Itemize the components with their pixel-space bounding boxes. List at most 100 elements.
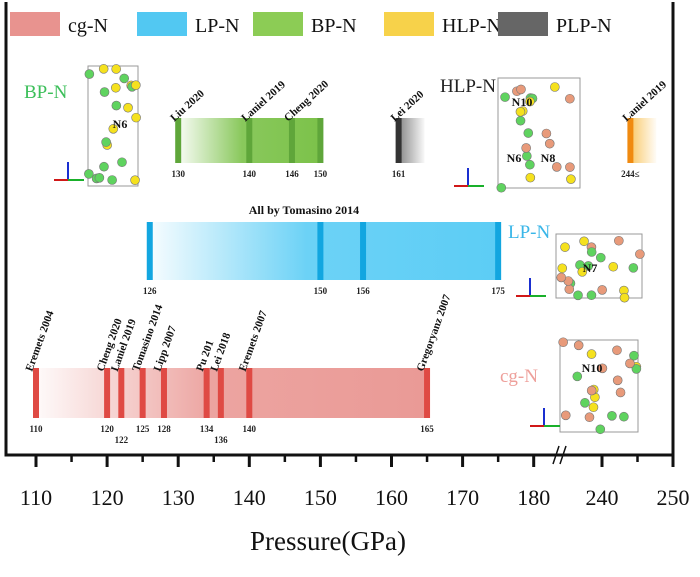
atom xyxy=(117,157,127,168)
x-axis-title: Pressure(GPa) xyxy=(250,526,406,556)
atom xyxy=(580,398,590,408)
atom xyxy=(560,242,570,252)
marker-tick-label: 140 xyxy=(243,169,257,179)
pressure-marker xyxy=(627,118,634,163)
lp-n-title: All by Tomasino 2014 xyxy=(249,203,359,217)
crystal-structure-cg-n: N10 xyxy=(558,337,642,435)
phase-bar-plp-n xyxy=(398,118,425,163)
legend-label: BP-N xyxy=(311,15,357,37)
pressure-marker xyxy=(246,118,253,163)
atom xyxy=(99,161,109,172)
atom xyxy=(525,96,535,107)
atom xyxy=(577,267,588,277)
atom xyxy=(586,247,597,257)
atom xyxy=(84,169,94,179)
legend-swatch-hlp-n xyxy=(384,12,434,36)
phase-label-cg-n: cg-N xyxy=(500,366,538,387)
atom xyxy=(522,151,532,161)
legend-label: HLP-N xyxy=(442,15,501,37)
legend-swatch-cg-n xyxy=(10,12,60,36)
pressure-marker xyxy=(317,222,324,280)
pressure-marker xyxy=(118,368,125,418)
marker-tick-label: 175 xyxy=(491,286,505,296)
atom xyxy=(550,82,560,92)
crystal-structure-bp-n: N6 xyxy=(84,64,141,187)
reference-label: Eremets 2007 xyxy=(237,309,270,373)
atom xyxy=(584,412,595,423)
atom xyxy=(544,138,555,149)
atom xyxy=(525,172,536,183)
ring-label: N6 xyxy=(113,117,128,131)
marker-tick-label: 146 xyxy=(285,169,299,179)
legend-swatch-bp-n xyxy=(253,12,303,36)
atom xyxy=(515,115,526,126)
pressure-marker xyxy=(317,118,324,163)
pressure-marker xyxy=(33,368,39,418)
marker-tick-label: 130 xyxy=(171,169,185,179)
x-tick-label: 250 xyxy=(657,485,690,510)
pressure-marker xyxy=(395,118,402,163)
marker-tick-label: 134 xyxy=(200,424,214,434)
atom xyxy=(108,124,119,134)
phase-label-bp-n: BP-N xyxy=(24,82,68,103)
reference-label: Laniel 2019 xyxy=(239,78,288,124)
plot-frame xyxy=(4,2,675,457)
pressure-marker xyxy=(495,222,502,280)
marker-tick-label: 150 xyxy=(314,169,328,179)
atom xyxy=(595,424,606,435)
x-tick-label: 160 xyxy=(375,485,408,510)
atom xyxy=(556,272,567,283)
legend-label: PLP-N xyxy=(556,15,612,37)
marker-tick-label: 156 xyxy=(356,286,370,296)
atom xyxy=(107,175,117,185)
x-tick-label: 130 xyxy=(162,485,195,510)
atom xyxy=(573,290,583,301)
atom xyxy=(565,93,575,104)
atom xyxy=(572,371,583,382)
pressure-marker xyxy=(288,118,295,163)
atom xyxy=(635,249,645,259)
atom xyxy=(607,411,617,421)
marker-tick-label: 161 xyxy=(392,169,406,179)
legend-swatch-plp-n xyxy=(498,12,548,36)
atom xyxy=(579,236,589,247)
marker-tick-label: 128 xyxy=(157,424,171,434)
unit-cell xyxy=(497,77,581,189)
atom xyxy=(111,100,122,111)
legend-label: cg-N xyxy=(68,15,108,37)
x-tick-label: 150 xyxy=(304,485,337,510)
pressure-marker xyxy=(160,368,167,418)
ring-label: N6 xyxy=(507,151,522,165)
marker-tick-label: 150 xyxy=(314,286,328,296)
pressure-marker xyxy=(203,368,210,418)
phase-bar-cg-n xyxy=(36,368,428,418)
atom xyxy=(614,235,624,246)
pressure-marker xyxy=(104,368,111,418)
crystal-structure-hlp-n: N10 N6 N8 xyxy=(496,77,581,193)
atom xyxy=(560,410,571,421)
marker-tick-label: 140 xyxy=(243,424,257,434)
x-tick-label: 180 xyxy=(517,485,550,510)
marker-tick-label: 125 xyxy=(136,424,150,434)
marker-tick-label: 126 xyxy=(143,286,157,296)
crystal-structure-lp-n: N7 xyxy=(555,233,645,303)
reference-label: Laniel 2019 xyxy=(620,78,669,124)
legend-label: LP-N xyxy=(195,15,239,37)
phase-label-hlp-n: HLP-N xyxy=(440,76,496,97)
atom xyxy=(94,173,105,183)
atom xyxy=(516,84,526,95)
atom xyxy=(565,162,575,172)
pressure-marker xyxy=(246,368,253,418)
reference-label: Cheng 2020 xyxy=(282,78,332,124)
atom xyxy=(628,263,639,273)
pressure-marker xyxy=(217,368,224,418)
atom xyxy=(523,128,534,138)
x-tick-label: 140 xyxy=(233,485,266,510)
reference-label: Eremets 2004 xyxy=(24,309,57,373)
x-tick-label: 170 xyxy=(446,485,479,510)
atom xyxy=(500,92,510,102)
atom xyxy=(615,387,626,398)
atom xyxy=(595,252,606,263)
